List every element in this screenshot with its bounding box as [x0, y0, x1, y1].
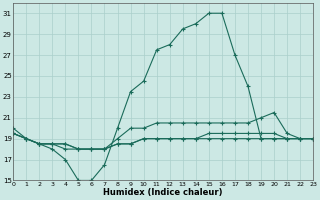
X-axis label: Humidex (Indice chaleur): Humidex (Indice chaleur): [103, 188, 223, 197]
